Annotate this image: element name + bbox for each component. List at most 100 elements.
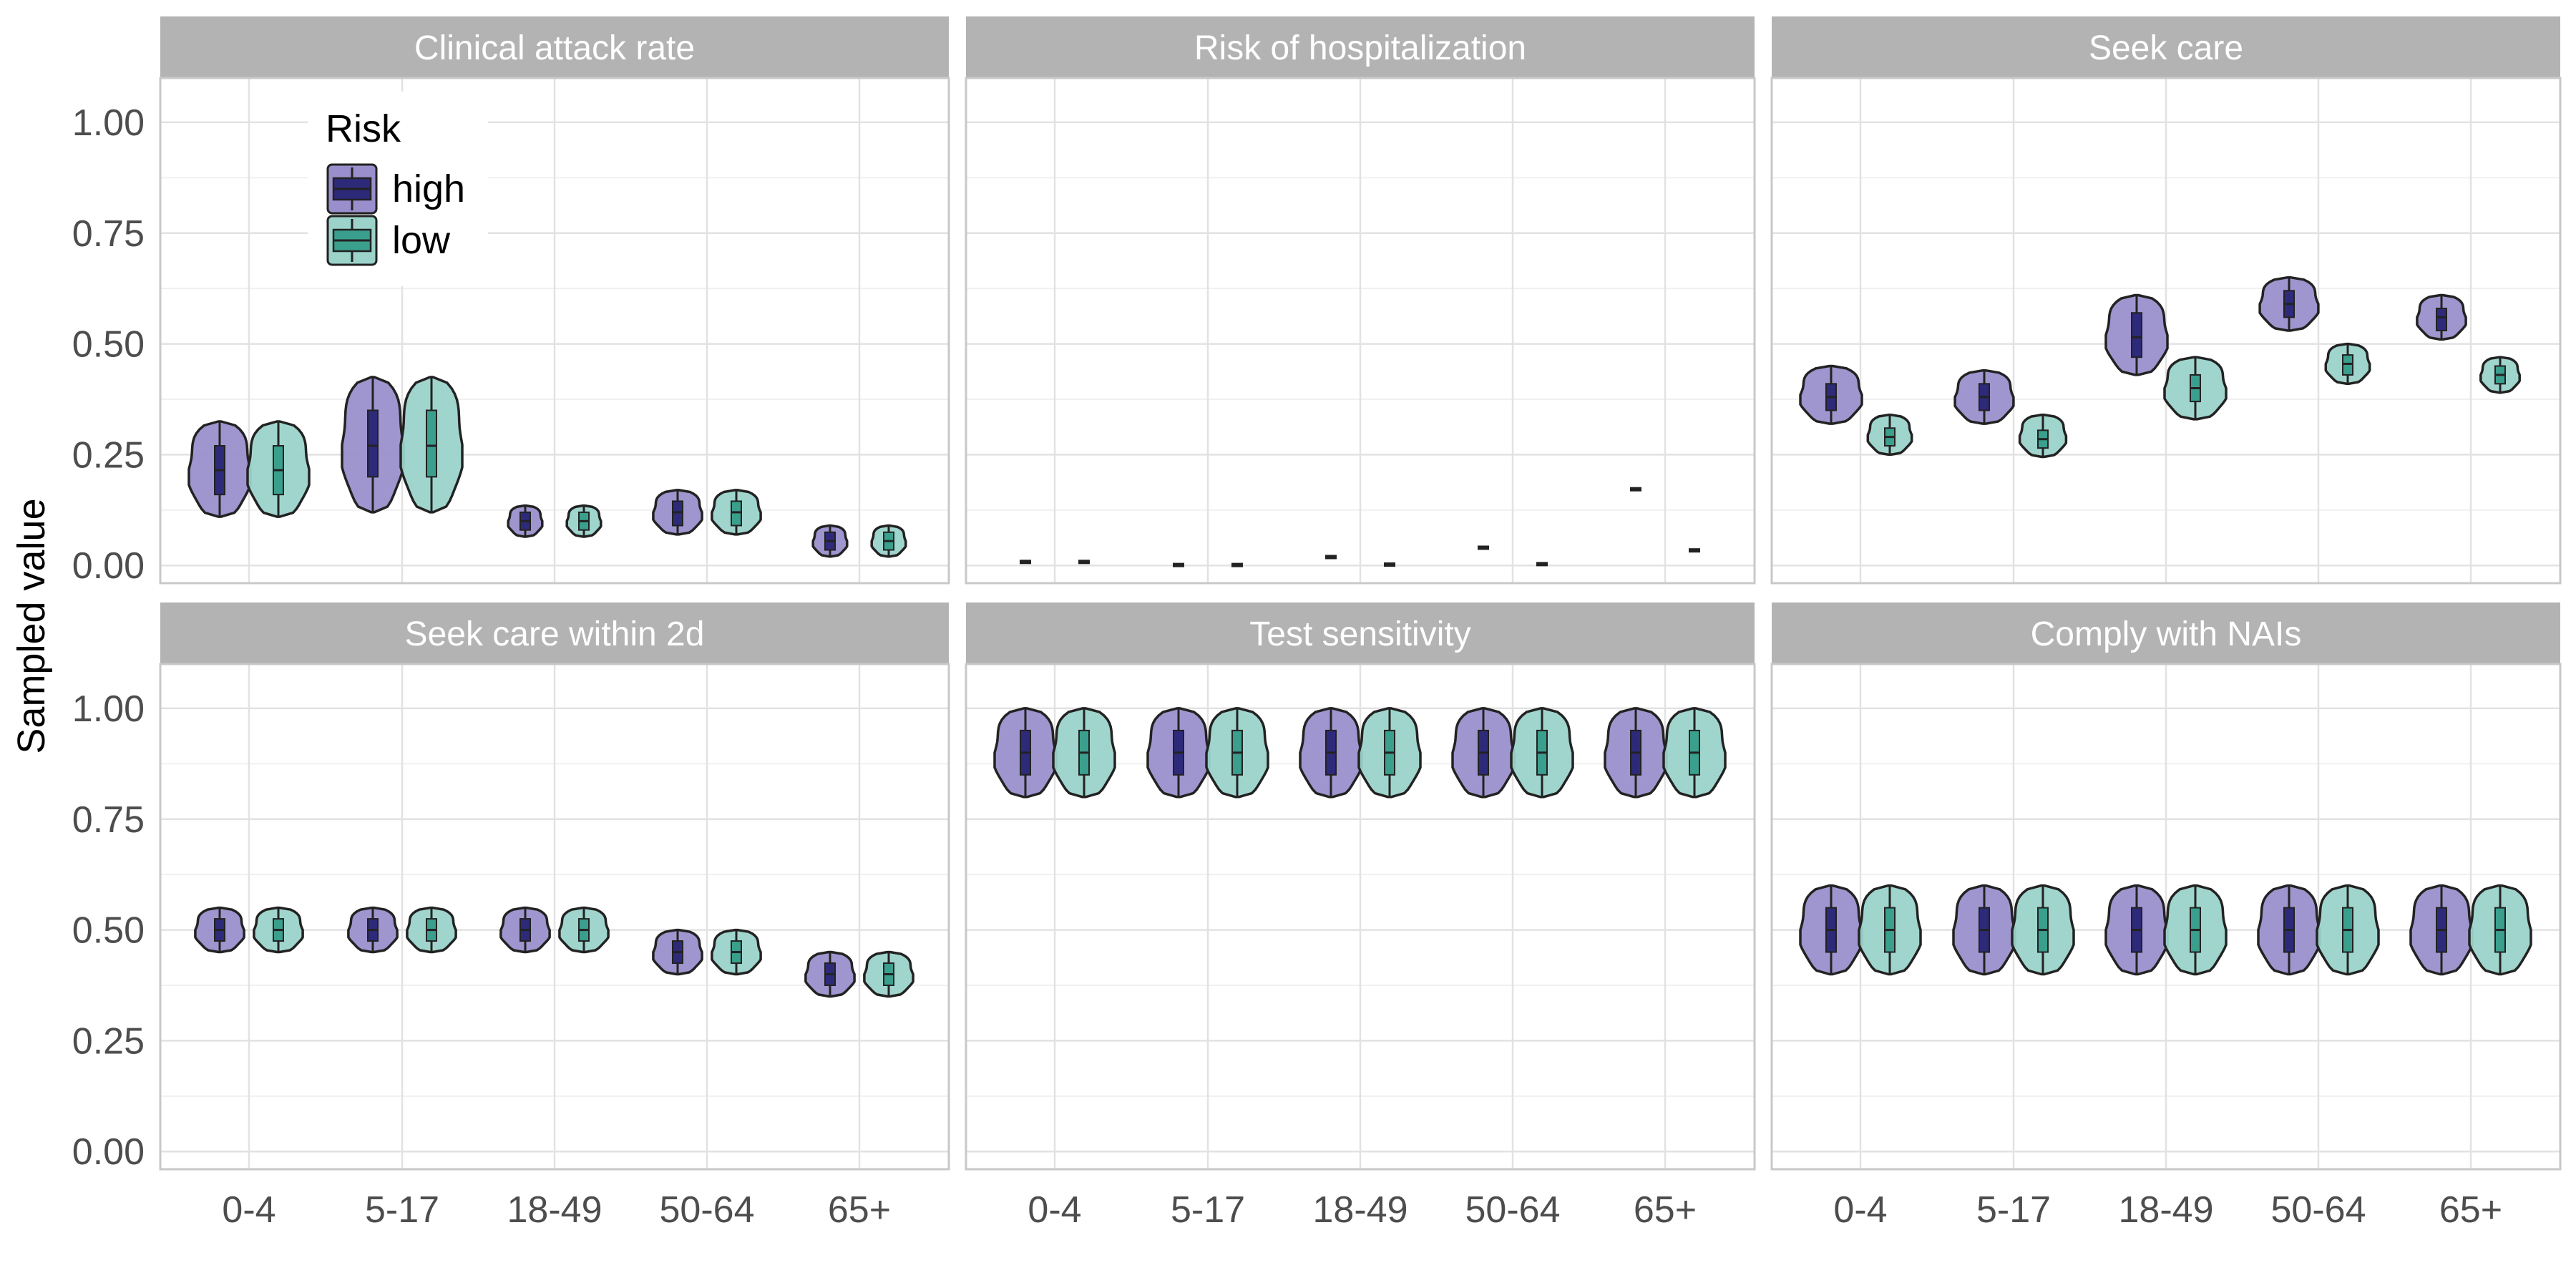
x-tick-label: 5-17 [1976,1189,2051,1231]
panel-5: Test sensitivity 0-4 5-17 18-49 50-64 65+ [965,602,1756,1231]
panel-border [1770,77,2562,585]
violin-low-65+ [2479,356,2521,394]
x-tick-label: 18-49 [1313,1189,1408,1231]
violin-high-5-17 [347,906,399,954]
violin-high-18-49 [2104,884,2169,976]
x-tick-label: 0-4 [222,1189,275,1231]
violin-high-65+ [804,950,856,998]
panel-title: Comply with NAIs [2031,615,2302,653]
violin-high-65+ [2416,293,2467,341]
x-tick-label: 18-49 [2119,1189,2214,1231]
panel-strip [160,16,949,78]
violin-low-0-4 [1866,413,1913,457]
panel-strip [966,602,1755,664]
violin-high-0-4 [187,420,252,518]
x-tick-label: 5-17 [1171,1189,1245,1231]
panel-strip [1772,16,2560,78]
violin-low-18-49 [1357,707,1422,799]
violin-high-5-17 [1173,562,1184,567]
violin-high-5-17 [1146,707,1211,799]
violin-low-50-64 [711,928,762,976]
violin-low-0-4 [246,420,311,518]
panel-1: Clinical attack rate 0.00 0.25 0.50 0.75 1.00 [72,16,950,587]
violin-high-65+-box [2436,308,2447,332]
y-tick-label: 0.50 [72,324,145,366]
violin-high-50-64 [652,928,703,976]
violin-low-50-64 [2316,884,2380,976]
y-axis-label: Sampled value [10,498,53,753]
violin-low-18-49 [558,906,610,954]
panel-4: Seek care within 2d 0.00 0.25 0.50 0.75 1.00 0… [72,602,950,1231]
legend-title: Risk [326,107,401,150]
violin-low-5-17 [1231,562,1243,567]
violin-high-50-64 [2257,884,2321,976]
y-tick-label: 0.25 [72,434,145,476]
y-tick-label: 0.50 [72,910,145,952]
violin-high-50-64 [1478,545,1489,550]
violin-high-18-49 [1325,555,1337,560]
panel-border [159,663,950,1171]
violin-low-5-17-box [426,409,437,478]
violin-low-5-17 [399,376,464,514]
x-tick-label: 50-64 [1465,1189,1561,1231]
violin-low-18-49 [565,504,602,538]
panel-strip [160,602,949,664]
x-tick-label: 50-64 [660,1189,755,1231]
panel-6: Comply with NAIs 0-4 5-17 18-49 50-64 65+ [1770,602,2562,1231]
violin-low-5-17 [2018,413,2068,459]
violin-high-0-4 [1020,560,1031,565]
violin-low-50-64 [1536,562,1548,567]
y-tick-label: 1.00 [72,102,145,144]
violin-high-18-49 [2104,293,2169,376]
violin-high-18-49 [1299,707,1363,799]
violin-low-0-4 [1078,560,1090,565]
violin-high-5-17-box [367,409,379,478]
violin-low-18-49 [2163,356,2228,421]
violin-high-65+ [2409,884,2474,976]
violin-high-18-49-box [2131,312,2142,358]
violin-high-50-64 [2258,275,2320,332]
violin-low-50-64 [2324,342,2371,386]
violin-low-0-4 [1858,884,1922,976]
x-tick-label: 65+ [2439,1189,2502,1231]
panel-title: Test sensitivity [1249,615,1470,653]
legend-key-low: low [326,215,451,266]
x-tick-label: 65+ [828,1189,891,1231]
violin-high-0-4 [1799,884,1863,976]
panel-title: Seek care within 2d [405,615,705,653]
panel-3: Seek care [1770,16,2562,585]
x-tick-label: 0-4 [1833,1189,1887,1231]
violin-high-50-64 [1451,707,1516,799]
x-tick-label: 18-49 [507,1189,602,1231]
violin-low-50-64-box [731,500,742,527]
y-tick-label: 1.00 [72,688,145,730]
x-tick-label: 0-4 [1028,1189,1081,1231]
violin-low-65+ [1689,548,1700,553]
panel-border [965,77,1756,585]
violin-high-50-64-box [672,500,683,527]
violin-low-65+ [863,950,914,998]
legend: Risk high low [308,92,488,286]
violin-low-18-49 [1384,562,1395,567]
violin-high-0-4 [993,707,1058,799]
violin-high-5-17 [1953,369,2015,425]
violin-low-5-17 [2011,884,2075,976]
panel-2: Risk of hospitalization [965,16,1756,585]
panel-title: Seek care [2089,29,2243,67]
y-tick-label: 0.75 [72,799,145,841]
violin-low-5-17 [406,906,457,954]
panels: Clinical attack rate 0.00 0.25 0.50 0.75 1.00… [72,16,2562,1231]
violin-high-65+ [1630,487,1641,492]
violin-high-50-64 [652,489,703,536]
violin-high-5-17 [1952,884,2016,976]
violin-high-18-49 [507,504,544,538]
violin-low-65+ [2468,884,2532,976]
violin-low-0-4 [253,906,304,954]
violin-high-65+ [1604,707,1668,799]
panel-strip [966,16,1755,78]
violin-low-65+ [870,524,907,558]
panel-title: Risk of hospitalization [1194,29,1526,67]
violin-high-18-49 [499,906,551,954]
violin-low-50-64 [711,489,762,536]
